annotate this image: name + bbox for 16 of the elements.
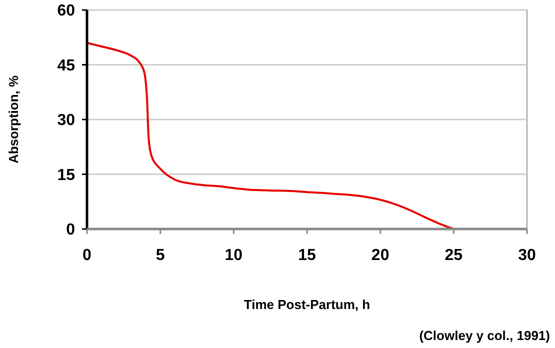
y-tick-label: 30 [57, 112, 76, 130]
x-tick-label: 10 [224, 247, 243, 264]
text: (Clowley y col., 1991) [419, 328, 550, 343]
y-tick-label: 45 [57, 57, 76, 74]
y-axis-title: Absorption, % [6, 75, 21, 164]
x-axis-title: Time Post-Partum, h [244, 297, 370, 312]
y-tick-label: 0 [66, 222, 76, 239]
x-tick-label: 15 [298, 247, 316, 264]
line-series [86, 42, 455, 230]
y-tick-label: 60 [57, 2, 76, 20]
x-tick-label: 5 [156, 247, 165, 264]
x-tick-label: 0 [82, 247, 92, 264]
x-tick-label: 20 [371, 247, 390, 264]
y-tick-label: 15 [57, 166, 76, 184]
x-tick-label: 30 [518, 247, 536, 264]
x-tick-label: 25 [444, 247, 463, 264]
